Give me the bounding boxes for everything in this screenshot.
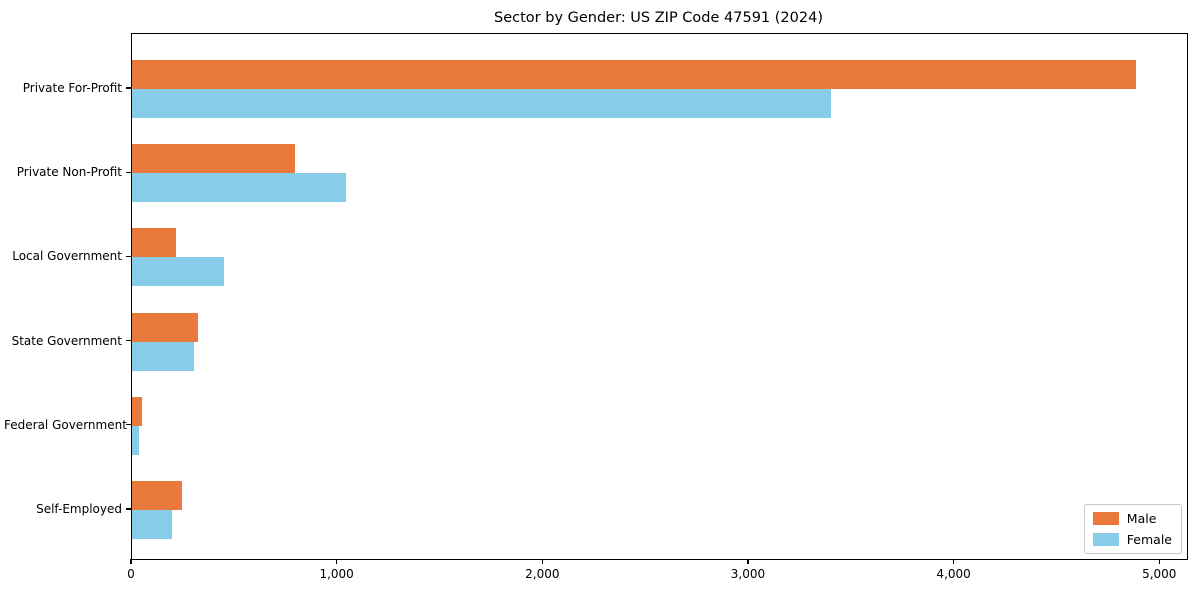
legend-label-female: Female <box>1126 532 1172 547</box>
chart-title: Sector by Gender: US ZIP Code 47591 (202… <box>494 10 823 26</box>
y-axis-label-local-government: Local Government <box>12 249 122 264</box>
y-tick-mark <box>126 339 131 342</box>
y-tick-mark <box>126 424 131 426</box>
x-tick-mark <box>952 559 955 565</box>
y-axis-label-private-non-profit: Private Non-Profit <box>16 165 122 180</box>
y-axis-label-self-employed: Self-Employed <box>36 502 122 516</box>
x-tick-mark <box>335 559 338 565</box>
x-tick-mark <box>1158 559 1160 565</box>
bar-male-state-government <box>132 312 198 342</box>
bar-female-local-government <box>132 257 224 287</box>
y-axis-label-federal-government: Federal Government <box>4 417 127 432</box>
bar-male-private-non-profit <box>132 144 295 174</box>
legend-label-male: Male <box>1126 511 1157 526</box>
bar-male-private-for-profit <box>132 60 1136 89</box>
x-axis-label-0: 0 <box>127 567 135 581</box>
legend-item-male: Male <box>1092 511 1172 526</box>
y-axis-label-state-government: State Government <box>11 333 122 348</box>
y-tick-mark <box>126 171 131 173</box>
x-axis-label-4-000: 4,000 <box>936 567 971 581</box>
bar-female-private-non-profit <box>132 173 346 203</box>
x-axis-label-1-000: 1,000 <box>319 567 354 581</box>
x-tick-mark <box>130 559 132 565</box>
legend: Male Female <box>1083 504 1182 554</box>
bar-female-self-employed <box>132 510 173 539</box>
legend-swatch-male <box>1092 512 1119 525</box>
bar-male-federal-government <box>132 396 143 426</box>
x-axis-label-5-000: 5,000 <box>1142 567 1177 581</box>
legend-item-female: Female <box>1092 532 1172 547</box>
bar-male-local-government <box>132 228 177 258</box>
x-axis-label-3-000: 3,000 <box>730 567 766 581</box>
y-tick-mark <box>126 87 131 89</box>
bar-female-federal-government <box>132 425 140 455</box>
y-tick-mark <box>126 255 131 258</box>
bar-female-state-government <box>132 341 194 371</box>
x-tick-mark <box>541 559 543 565</box>
x-tick-mark <box>747 559 749 565</box>
legend-swatch-female <box>1092 533 1119 546</box>
x-axis-label-2-000: 2,000 <box>525 567 560 581</box>
y-axis-label-private-for-profit: Private For-Profit <box>22 81 122 95</box>
plot-area: Male Female <box>131 33 1188 560</box>
bar-female-private-for-profit <box>132 89 832 118</box>
y-tick-mark <box>126 508 131 510</box>
bar-male-self-employed <box>132 481 183 510</box>
